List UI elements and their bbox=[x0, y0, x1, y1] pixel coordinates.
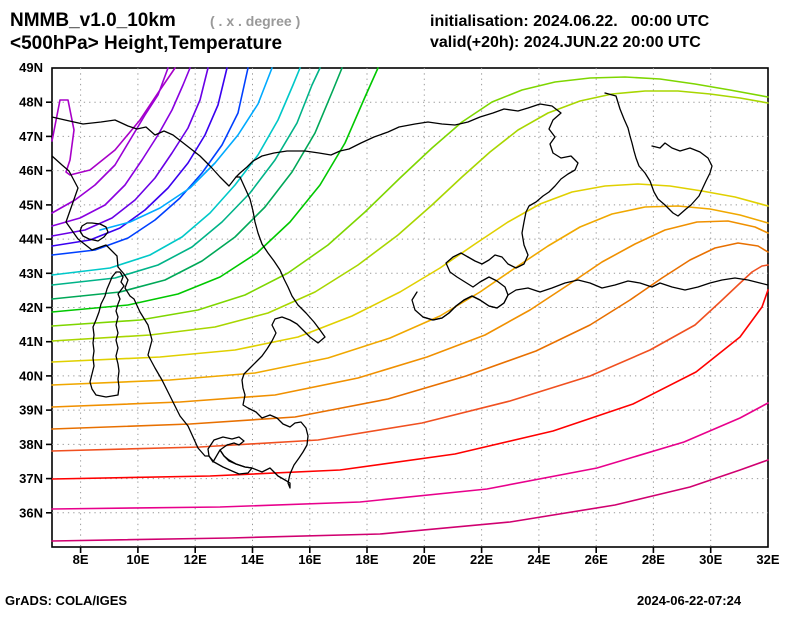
svg-text:24E: 24E bbox=[527, 552, 550, 567]
svg-text:32E: 32E bbox=[756, 552, 779, 567]
svg-text:46N: 46N bbox=[19, 163, 43, 178]
svg-text:42N: 42N bbox=[19, 300, 43, 315]
svg-text:40N: 40N bbox=[19, 368, 43, 383]
svg-text:30E: 30E bbox=[699, 552, 722, 567]
svg-text:12E: 12E bbox=[184, 552, 207, 567]
svg-text:22E: 22E bbox=[470, 552, 493, 567]
svg-text:10E: 10E bbox=[126, 552, 149, 567]
svg-text:18E: 18E bbox=[355, 552, 378, 567]
svg-text:37N: 37N bbox=[19, 471, 43, 486]
svg-text:14E: 14E bbox=[241, 552, 264, 567]
svg-text:44N: 44N bbox=[19, 232, 43, 247]
svg-text:43N: 43N bbox=[19, 266, 43, 281]
svg-text:26E: 26E bbox=[585, 552, 608, 567]
svg-text:49N: 49N bbox=[19, 60, 43, 75]
svg-text:28E: 28E bbox=[642, 552, 665, 567]
svg-text:39N: 39N bbox=[19, 403, 43, 418]
svg-text:20E: 20E bbox=[413, 552, 436, 567]
svg-text:47N: 47N bbox=[19, 129, 43, 144]
svg-text:41N: 41N bbox=[19, 334, 43, 349]
svg-text:8E: 8E bbox=[73, 552, 89, 567]
svg-text:36N: 36N bbox=[19, 505, 43, 520]
svg-text:38N: 38N bbox=[19, 437, 43, 452]
svg-text:45N: 45N bbox=[19, 197, 43, 212]
svg-text:16E: 16E bbox=[298, 552, 321, 567]
svg-text:48N: 48N bbox=[19, 95, 43, 110]
